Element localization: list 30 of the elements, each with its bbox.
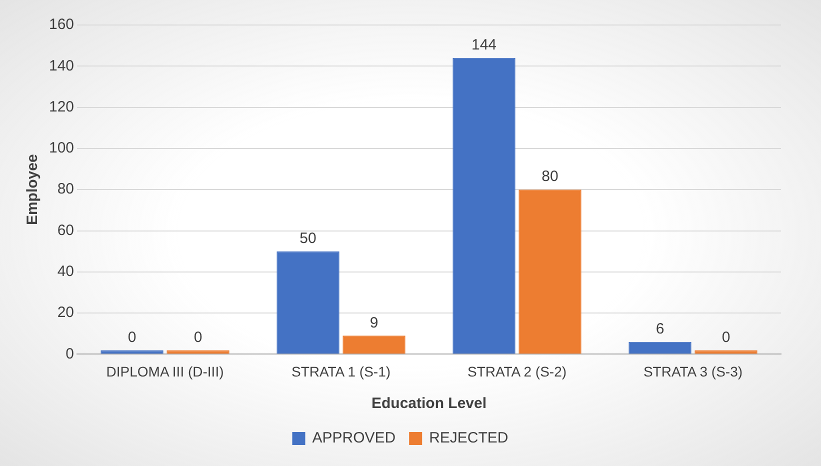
data-label: 0 xyxy=(128,328,136,346)
bar xyxy=(342,336,406,354)
y-tick-label: 0 xyxy=(66,345,74,362)
bar xyxy=(276,251,340,354)
y-tick-label: 140 xyxy=(48,57,74,74)
y-tick-label: 120 xyxy=(48,98,74,116)
x-axis-title: Education Level xyxy=(372,395,487,412)
data-label: 0 xyxy=(194,328,202,346)
data-label: 0 xyxy=(722,328,730,346)
data-label: 50 xyxy=(300,230,316,247)
y-tick-label: 20 xyxy=(57,304,74,322)
bar xyxy=(452,58,516,354)
y-tick-label: 40 xyxy=(57,263,74,280)
x-tick-label: STRATA 3 (S-3) xyxy=(643,363,743,380)
data-label: 144 xyxy=(471,36,497,54)
legend-label: APPROVED xyxy=(312,430,396,447)
legend-label: REJECTED xyxy=(429,430,508,447)
data-label: 80 xyxy=(542,168,558,186)
bar xyxy=(518,190,582,354)
x-tick-label: STRATA 1 (S-1) xyxy=(291,363,391,380)
y-axis-title: Employee xyxy=(24,154,42,226)
bar xyxy=(628,342,692,354)
data-label: 9 xyxy=(370,314,378,332)
x-tick-label: STRATA 2 (S-2) xyxy=(467,363,567,380)
x-tick-label: DIPLOMA III (D-III) xyxy=(106,363,224,380)
y-tick-label: 100 xyxy=(48,140,74,157)
y-tick-label: 60 xyxy=(57,222,74,239)
y-tick-label: 160 xyxy=(48,16,74,34)
data-label: 6 xyxy=(656,320,664,338)
y-tick-label: 80 xyxy=(57,180,74,198)
